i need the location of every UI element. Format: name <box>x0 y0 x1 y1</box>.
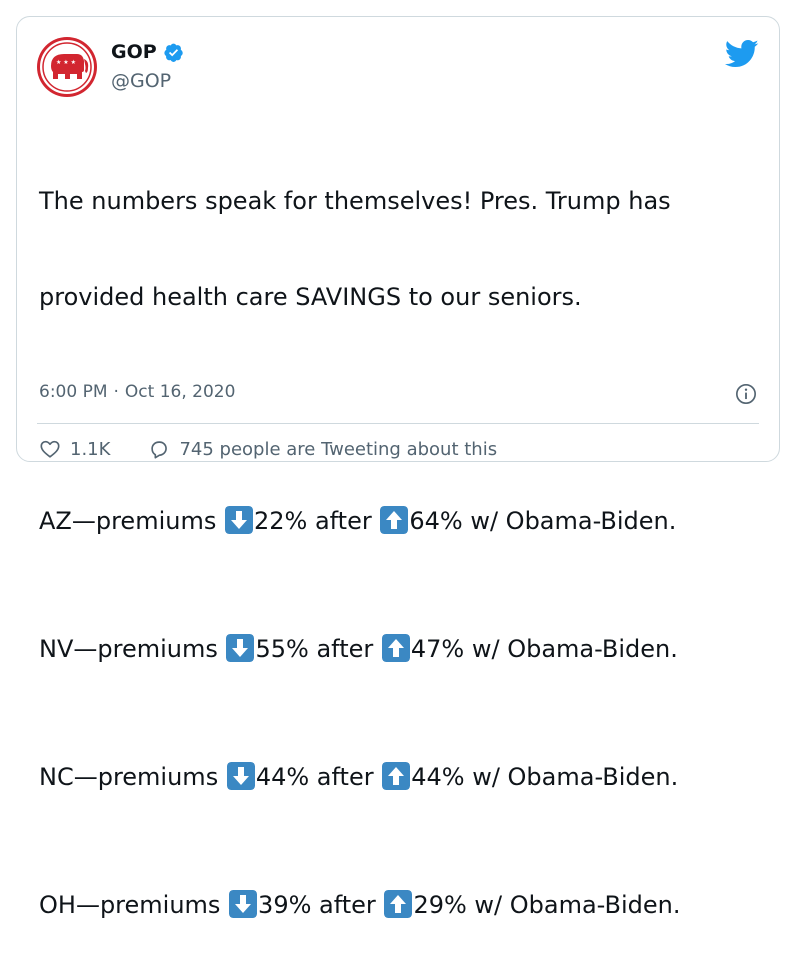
down-arrow-emoji <box>226 762 255 790</box>
tweet-stat-line: NC—premiums 44% after 44% w/ Obama-Biden… <box>39 761 680 793</box>
stat-state: AZ—premiums <box>39 507 224 535</box>
tweet-line: provided health care SAVINGS to our seni… <box>39 283 582 311</box>
stat-down: 22% after <box>253 507 380 535</box>
tweet-time[interactable]: 6:00 PM <box>39 382 108 402</box>
stat-down: 44% after <box>255 763 382 791</box>
tweet-card[interactable]: ★ ★ ★ GOP @GOP The numbers speak for the… <box>16 16 780 919</box>
stat-state: NV—premiums <box>39 635 226 663</box>
author-name[interactable]: GOP <box>111 41 157 63</box>
svg-text:★ ★ ★: ★ ★ ★ <box>56 59 76 66</box>
divider <box>37 423 759 424</box>
author-handle[interactable]: @GOP <box>111 70 172 92</box>
tweet-timestamp[interactable]: 6:00 PM · Oct 16, 2020 <box>39 382 235 402</box>
tweeting-count: 745 people are Tweeting about this <box>179 438 498 460</box>
up-arrow-emoji <box>380 506 409 534</box>
like-button[interactable]: 1.1K <box>39 438 110 460</box>
tweet-stat-line: AZ—premiums 22% after 64% w/ Obama-Biden… <box>39 505 680 537</box>
up-arrow-emoji <box>382 762 411 790</box>
tweeting-about-link[interactable]: 745 people are Tweeting about this <box>148 438 497 460</box>
down-arrow-emoji <box>226 634 255 662</box>
reply-bubble-icon <box>151 441 168 459</box>
stat-up: 44% w/ Obama-Biden. <box>411 763 679 791</box>
stat-down: 55% after <box>255 635 381 663</box>
stat-state: NC—premiums <box>39 763 226 791</box>
up-arrow-emoji <box>384 890 413 918</box>
heart-icon <box>40 440 60 458</box>
down-arrow-emoji <box>224 506 253 534</box>
tweet-line: The numbers speak for themselves! Pres. … <box>39 187 671 215</box>
tweet-stat-line: NV—premiums 55% after 47% w/ Obama-Biden… <box>39 633 680 665</box>
stat-up: 29% w/ Obama-Biden. <box>413 891 681 919</box>
verified-badge-icon <box>164 43 183 62</box>
info-icon[interactable] <box>735 383 757 405</box>
tweet-stat-line: OH—premiums 39% after 29% w/ Obama-Biden… <box>39 889 680 921</box>
twitter-bird-icon[interactable] <box>725 39 759 69</box>
tweet-actions: 1.1K 745 people are Tweeting about this <box>39 438 497 460</box>
stat-up: 47% w/ Obama-Biden. <box>410 635 678 663</box>
timestamp-separator: · <box>113 382 119 402</box>
up-arrow-emoji <box>381 634 410 662</box>
stat-state: OH—premiums <box>39 891 229 919</box>
down-arrow-emoji <box>229 890 258 918</box>
tweet-text: The numbers speak for themselves! Pres. … <box>39 121 680 972</box>
tweet-date[interactable]: Oct 16, 2020 <box>124 382 236 402</box>
stat-down: 39% after <box>258 891 384 919</box>
gop-avatar[interactable]: ★ ★ ★ <box>37 37 97 97</box>
stat-up: 64% w/ Obama-Biden. <box>409 507 677 535</box>
like-count: 1.1K <box>70 438 111 460</box>
